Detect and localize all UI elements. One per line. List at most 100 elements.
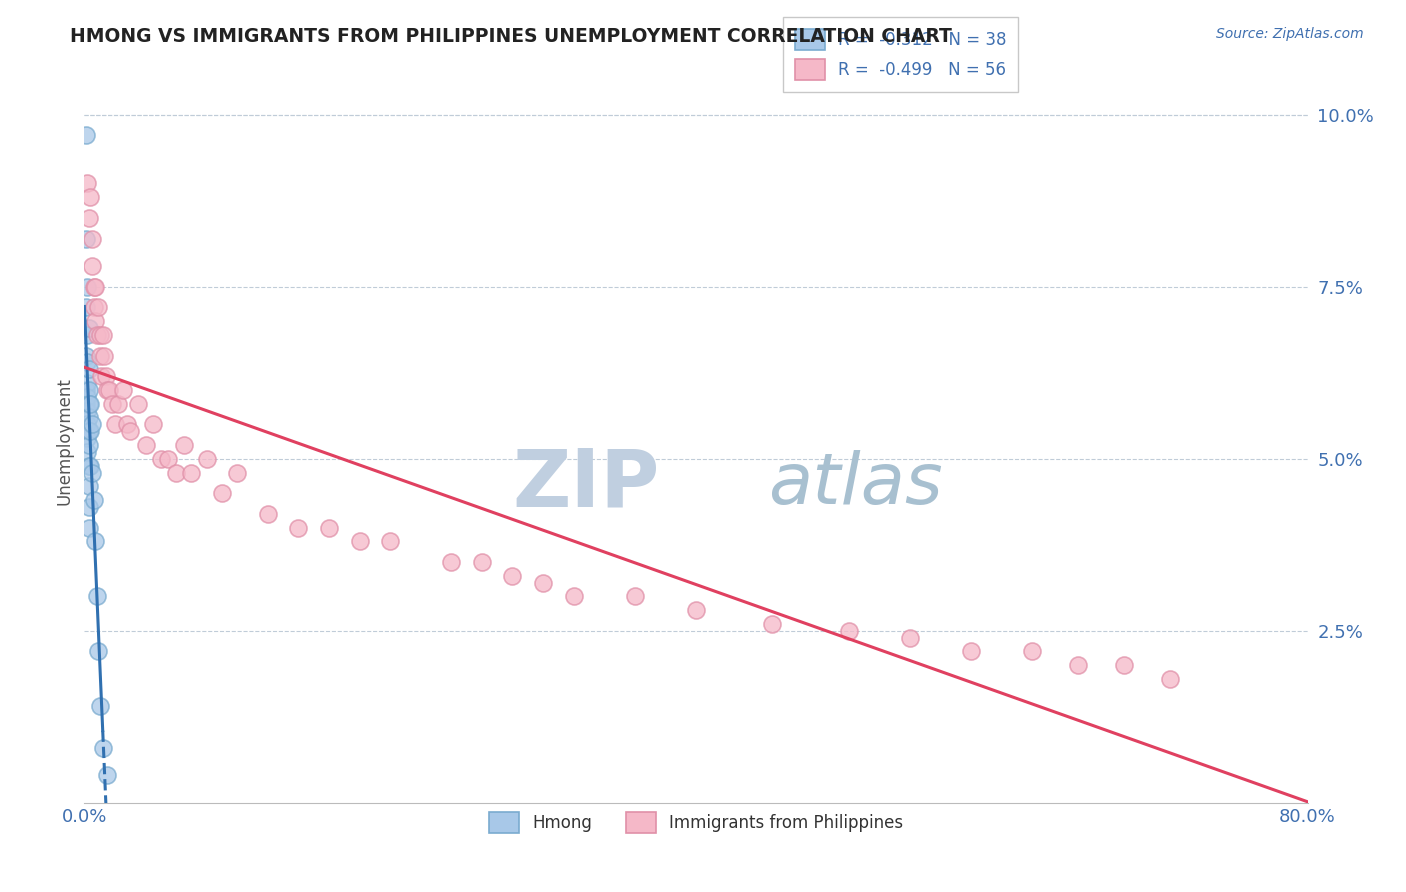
Point bbox=[93, 349, 115, 363]
Point bbox=[76, 431, 98, 445]
Point bbox=[84, 279, 107, 293]
Point bbox=[120, 424, 142, 438]
Point bbox=[83, 301, 105, 315]
Point bbox=[87, 644, 110, 658]
Point bbox=[76, 445, 98, 459]
Point bbox=[101, 397, 124, 411]
Point bbox=[76, 403, 98, 417]
Point bbox=[77, 520, 100, 534]
Point bbox=[142, 417, 165, 432]
Point bbox=[77, 397, 100, 411]
Point bbox=[685, 603, 707, 617]
Point bbox=[287, 520, 309, 534]
Point bbox=[502, 568, 524, 582]
Point bbox=[77, 383, 100, 397]
Point bbox=[87, 301, 110, 315]
Point bbox=[94, 369, 117, 384]
Y-axis label: Unemployment: Unemployment bbox=[55, 377, 73, 506]
Point bbox=[77, 500, 100, 514]
Point bbox=[80, 231, 103, 245]
Point bbox=[127, 397, 149, 411]
Point bbox=[1114, 658, 1136, 673]
Point bbox=[624, 590, 647, 604]
Point bbox=[77, 458, 100, 473]
Point bbox=[89, 699, 111, 714]
Point bbox=[76, 279, 98, 293]
Point bbox=[79, 424, 101, 438]
Point bbox=[76, 376, 98, 390]
Point bbox=[75, 397, 97, 411]
Point bbox=[960, 644, 983, 658]
Point bbox=[97, 383, 120, 397]
Point bbox=[77, 438, 100, 452]
Point bbox=[76, 327, 98, 342]
Point bbox=[80, 417, 103, 432]
Point bbox=[76, 390, 98, 404]
Point bbox=[838, 624, 860, 638]
Legend: Hmong, Immigrants from Philippines: Hmong, Immigrants from Philippines bbox=[477, 800, 915, 845]
Point bbox=[79, 458, 101, 473]
Point bbox=[75, 349, 97, 363]
Point bbox=[562, 590, 585, 604]
Point bbox=[77, 211, 100, 225]
Text: HMONG VS IMMIGRANTS FROM PHILIPPINES UNEMPLOYMENT CORRELATION CHART: HMONG VS IMMIGRANTS FROM PHILIPPINES UNE… bbox=[70, 27, 952, 45]
Point bbox=[86, 590, 108, 604]
Point bbox=[531, 575, 554, 590]
Point bbox=[226, 466, 249, 480]
Point bbox=[1159, 672, 1181, 686]
Point bbox=[149, 451, 172, 466]
Point bbox=[77, 362, 100, 376]
Point bbox=[180, 466, 202, 480]
Point bbox=[380, 534, 402, 549]
Point bbox=[91, 740, 114, 755]
Point bbox=[77, 321, 100, 335]
Point bbox=[89, 327, 111, 342]
Point bbox=[80, 466, 103, 480]
Point bbox=[77, 479, 100, 493]
Point bbox=[75, 231, 97, 245]
Point bbox=[76, 355, 98, 369]
Point bbox=[79, 190, 101, 204]
Point bbox=[75, 301, 97, 315]
Point bbox=[173, 438, 195, 452]
Point bbox=[91, 327, 114, 342]
Point bbox=[898, 631, 921, 645]
Point bbox=[104, 417, 127, 432]
Point bbox=[86, 327, 108, 342]
Point bbox=[96, 383, 118, 397]
Point bbox=[1067, 658, 1090, 673]
Point bbox=[761, 616, 783, 631]
Point bbox=[84, 314, 107, 328]
Text: ZIP: ZIP bbox=[512, 446, 659, 524]
Point bbox=[84, 534, 107, 549]
Point bbox=[440, 555, 463, 569]
Point bbox=[318, 520, 340, 534]
Point bbox=[1021, 644, 1043, 658]
Point bbox=[111, 383, 134, 397]
Point bbox=[75, 383, 97, 397]
Point bbox=[157, 451, 180, 466]
Point bbox=[115, 417, 138, 432]
Text: Source: ZipAtlas.com: Source: ZipAtlas.com bbox=[1216, 27, 1364, 41]
Point bbox=[107, 397, 129, 411]
Point bbox=[349, 534, 371, 549]
Point bbox=[76, 417, 98, 432]
Point bbox=[96, 768, 118, 782]
Point bbox=[80, 259, 103, 273]
Point bbox=[90, 369, 112, 384]
Point bbox=[195, 451, 218, 466]
Point bbox=[75, 128, 97, 143]
Point bbox=[83, 279, 105, 293]
Point bbox=[76, 177, 98, 191]
Point bbox=[79, 397, 101, 411]
Point bbox=[135, 438, 157, 452]
Point bbox=[471, 555, 494, 569]
Point bbox=[77, 410, 100, 425]
Point bbox=[211, 486, 233, 500]
Point bbox=[83, 493, 105, 508]
Point bbox=[257, 507, 280, 521]
Point bbox=[165, 466, 187, 480]
Point bbox=[89, 349, 111, 363]
Point bbox=[77, 424, 100, 438]
Text: atlas: atlas bbox=[768, 450, 942, 519]
